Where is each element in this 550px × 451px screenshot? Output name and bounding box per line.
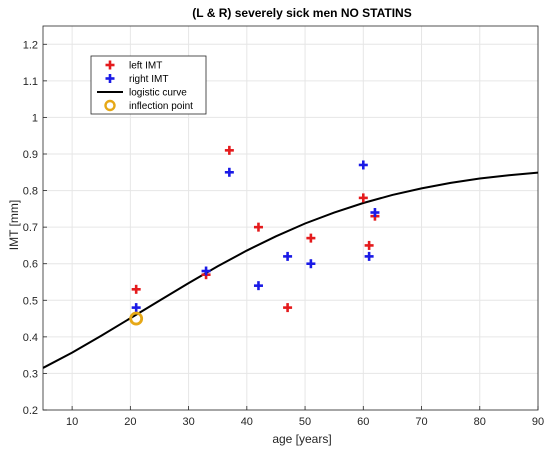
x-tick-label: 30	[182, 416, 194, 428]
y-tick-label: 1	[32, 112, 38, 124]
plot-area	[43, 145, 538, 369]
legend-circle-symbol	[104, 99, 116, 112]
right-imt-point	[201, 266, 211, 276]
right-imt-point	[283, 251, 293, 261]
left-imt-point	[253, 222, 263, 232]
x-tick-label: 10	[66, 416, 78, 428]
legend-entry-label: inflection point	[129, 101, 193, 112]
x-tick-label: 80	[474, 416, 486, 428]
left-imt-point	[306, 233, 316, 243]
x-tick-label: 20	[124, 416, 136, 428]
right-imt-point	[364, 251, 374, 261]
right-imt-point	[370, 208, 380, 218]
logistic-curve-line	[43, 171, 538, 369]
y-tick-label: 0.7	[23, 222, 38, 234]
x-tick-label: 40	[241, 416, 253, 428]
y-tick-label: 1.1	[23, 76, 38, 88]
axes: 10 20 30 40 50 60 70 80 90 0.2 0.3 0.4 0.5 0.6 0.7 0.8 0…	[23, 25, 544, 428]
right-imt-point	[131, 303, 141, 313]
legend-plus-symbol	[105, 60, 115, 70]
y-tick-label: 0.4	[23, 332, 38, 344]
right-imt-point	[253, 281, 263, 291]
legend-entry-label: logistic curve	[129, 88, 187, 99]
right-imt-point	[306, 259, 316, 269]
legend-entry-label: right IMT	[129, 74, 168, 85]
y-tick-label: 0.2	[23, 405, 38, 417]
x-axis-label: age [years]	[272, 432, 331, 446]
y-tick-label: 0.8	[23, 186, 38, 198]
x-tick-label: 90	[532, 416, 544, 428]
left-imt-point	[358, 193, 368, 203]
chart-title: (L & R) severely sick men NO STATINS	[192, 6, 411, 20]
legend: left IMT right IMT logistic curve inflectio…	[90, 55, 207, 115]
right-imt-point	[358, 160, 368, 170]
y-tick-label: 0.9	[23, 149, 38, 161]
left-imt-point	[283, 303, 293, 313]
right-imt-point	[224, 167, 234, 177]
x-tick-label: 70	[415, 416, 427, 428]
left-imt-point	[364, 240, 374, 250]
y-tick-label: 0.6	[23, 259, 38, 271]
left-imt-point	[131, 284, 141, 294]
legend-entry-label: left IMT	[129, 61, 162, 72]
y-tick-label: 1.2	[23, 39, 38, 51]
x-tick-label: 50	[299, 416, 311, 428]
left-imt-point	[224, 145, 234, 155]
inflection-point-marker	[129, 311, 144, 326]
x-tick-label: 60	[357, 416, 369, 428]
y-tick-label: 0.5	[23, 295, 38, 307]
y-tick-label: 0.3	[23, 368, 38, 380]
legend-plus-symbol	[105, 74, 115, 83]
plot-frame	[42, 25, 539, 411]
y-axis-label: IMT [mm]	[7, 200, 21, 250]
